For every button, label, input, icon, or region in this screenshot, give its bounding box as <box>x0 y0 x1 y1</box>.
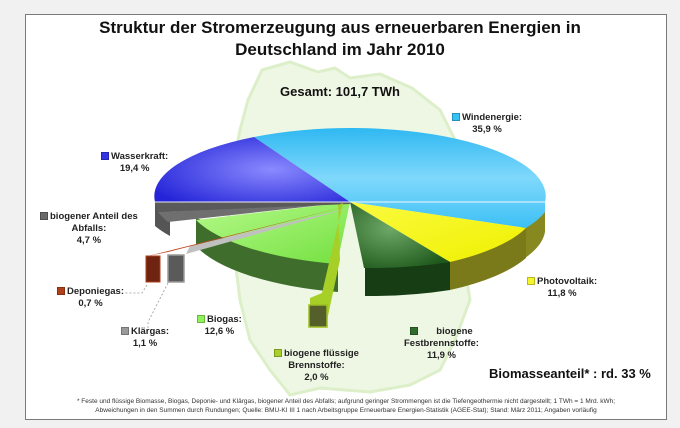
slice-festbrennstoffe[interactable] <box>350 202 450 269</box>
klaergas-side <box>167 254 185 283</box>
photovoltaik-swatch-icon <box>527 277 535 285</box>
label-value: 11,9 % <box>426 350 456 361</box>
label-value: 19,4 % <box>119 163 150 174</box>
label-value: 35,9 % <box>472 124 502 135</box>
slice-klaergas[interactable] <box>186 208 350 254</box>
slice-photovoltaik[interactable] <box>350 202 526 262</box>
label-fluessige-brennstoffe: biogene flüssige Brennstoffe: 2,0 % <box>274 348 359 384</box>
deponiegas-leader-line <box>125 284 148 294</box>
deponiegas-swatch-icon <box>57 287 65 295</box>
label-festbrennstoffe: biogene Festbrennstoffe: 11,9 % <box>404 326 479 362</box>
festbrennstoffe-swatch-icon <box>410 327 419 335</box>
label-value: 2,0 % <box>304 372 329 383</box>
footnote-line-2: Abweichungen in den Summen durch Rundung… <box>95 407 597 414</box>
festbrennstoffe-side <box>365 260 450 297</box>
label-klaergas: Klärgas: 1,1 % <box>121 326 169 350</box>
label-name: Klärgas: <box>131 326 170 337</box>
label-value: 11,8 % <box>547 288 577 299</box>
klaergas-leader-line <box>147 282 169 330</box>
label-name: Deponiegas: <box>67 286 125 297</box>
label-value: 0,7 % <box>78 298 103 309</box>
label-windenergie: Windenergie: 35,9 % <box>452 112 522 136</box>
fluessige-brennstoffe-side <box>308 304 328 328</box>
deponiegas-side <box>145 255 161 283</box>
label-name-2: Brennstoffe: <box>288 360 345 371</box>
label-biogas: Biogas: 12,6 % <box>197 314 242 338</box>
label-value: 1,1 % <box>132 338 158 349</box>
label-value: 4,7 % <box>76 235 102 246</box>
slice-abfall-edge <box>155 202 350 212</box>
chart-title-line-1: Struktur der Stromerzeugung aus erneuerb… <box>99 18 581 37</box>
total-label: Gesamt: 101,7 TWh <box>280 84 400 99</box>
label-name: biogener Anteil des <box>50 211 138 222</box>
footnote-line-1: * Feste und flüssige Biomasse, Biogas, D… <box>76 398 616 405</box>
label-name: Biogas: <box>207 314 242 325</box>
label-name-2: Festbrennstoffe: <box>404 338 479 349</box>
slice-abfall[interactable] <box>158 202 350 222</box>
wasserkraft-swatch-icon <box>101 152 109 160</box>
label-wasserkraft: Wasserkraft: 19,4 % <box>101 151 168 175</box>
biomass-share-note: Biomasseanteil* : rd. 33 % <box>489 366 651 381</box>
slice-deponiegas[interactable] <box>148 206 348 256</box>
label-name: biogene <box>436 326 473 337</box>
biogas-swatch-icon <box>197 315 205 323</box>
label-photovoltaik: Photovoltaik: 11,8 % <box>527 276 597 300</box>
label-name: Photovoltaik: <box>537 276 598 287</box>
abfall-swatch-icon <box>40 212 48 220</box>
slice-windenergie[interactable] <box>254 128 546 228</box>
label-name: Windenergie: <box>462 112 523 123</box>
label-name: Wasserkraft: <box>111 151 169 162</box>
windenergie-swatch-icon <box>452 113 460 121</box>
label-deponiegas: Deponiegas: 0,7 % <box>57 286 124 310</box>
chart-title: Struktur der Stromerzeugung aus erneuerb… <box>0 17 680 61</box>
label-name-2: Abfalls: <box>71 223 107 234</box>
label-abfall: biogener Anteil des Abfalls: 4,7 % <box>40 211 138 247</box>
footnote: * Feste und flüssige Biomasse, Biogas, D… <box>25 397 667 415</box>
label-value: 12,6 % <box>204 326 235 337</box>
label-name: biogene flüssige <box>284 348 359 359</box>
chart-title-line-2: Deutschland im Jahr 2010 <box>235 40 445 59</box>
fluessige-brennstoffe-swatch-icon <box>274 349 282 357</box>
klaergas-swatch-icon <box>121 327 129 335</box>
slice-wasserkraft[interactable] <box>154 137 350 202</box>
